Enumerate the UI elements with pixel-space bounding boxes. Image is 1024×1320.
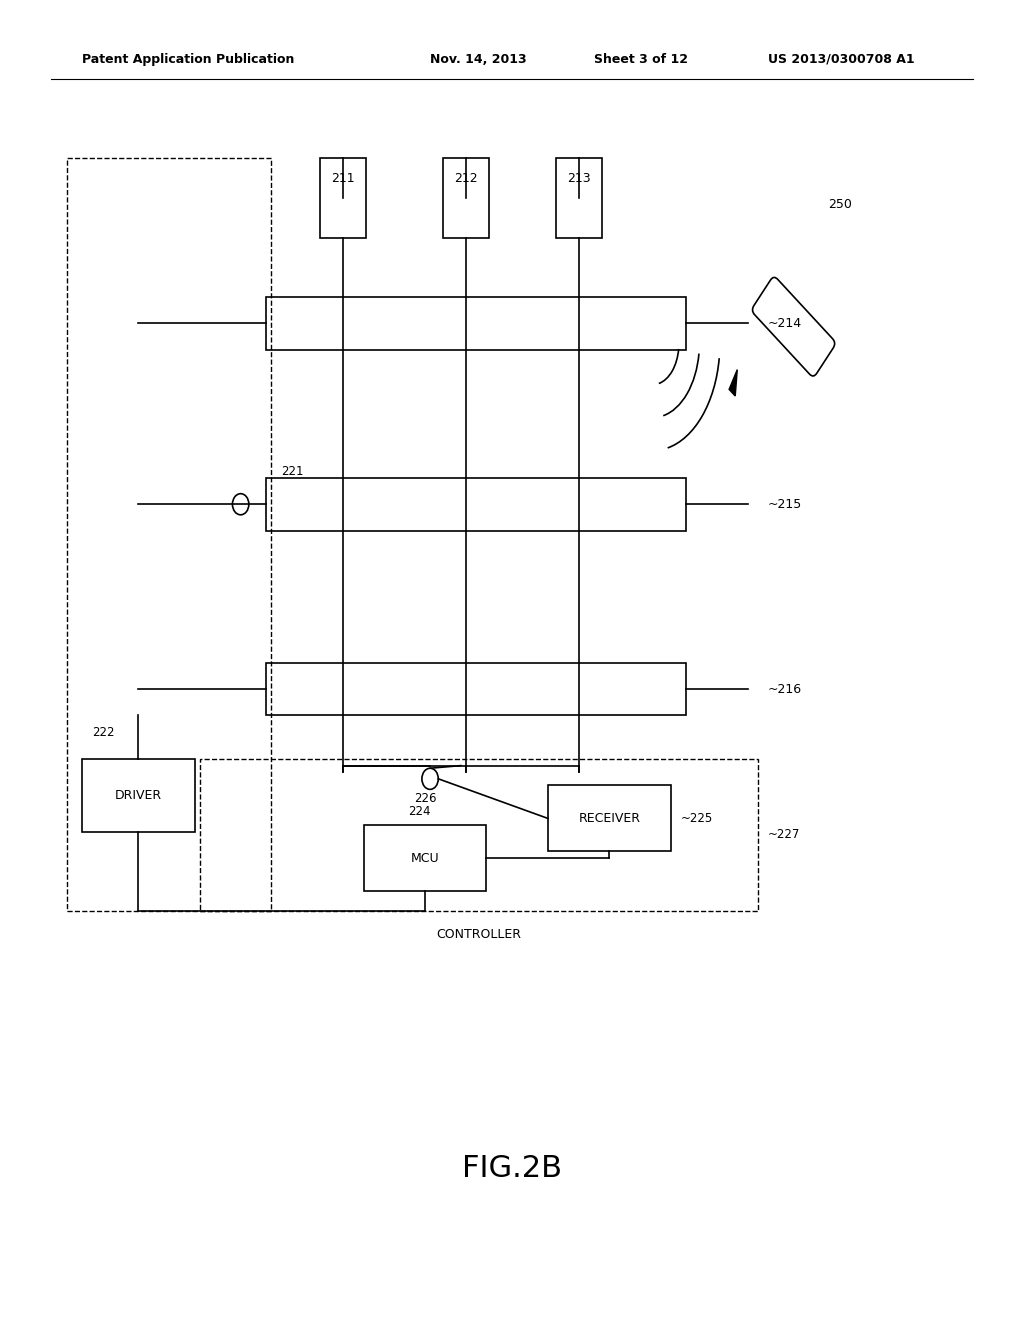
Text: 224: 224: [409, 805, 431, 818]
Text: Sheet 3 of 12: Sheet 3 of 12: [594, 53, 688, 66]
Text: Nov. 14, 2013: Nov. 14, 2013: [430, 53, 526, 66]
Text: 213: 213: [566, 172, 591, 185]
Text: MCU: MCU: [411, 851, 439, 865]
Text: US 2013/0300708 A1: US 2013/0300708 A1: [768, 53, 914, 66]
FancyBboxPatch shape: [548, 785, 671, 851]
Text: FIG.2B: FIG.2B: [462, 1154, 562, 1183]
Text: 226: 226: [414, 792, 436, 805]
FancyBboxPatch shape: [82, 759, 195, 832]
Polygon shape: [729, 370, 737, 396]
FancyBboxPatch shape: [753, 277, 835, 376]
Text: CONTROLLER: CONTROLLER: [436, 928, 521, 941]
FancyBboxPatch shape: [364, 825, 486, 891]
Text: RECEIVER: RECEIVER: [579, 812, 640, 825]
Text: ~227: ~227: [768, 829, 801, 841]
Text: ~214: ~214: [768, 317, 802, 330]
Text: 250: 250: [827, 198, 852, 211]
Text: 212: 212: [454, 172, 478, 185]
Text: ~215: ~215: [768, 498, 802, 511]
Text: 211: 211: [331, 172, 355, 185]
Text: 222: 222: [92, 726, 115, 739]
Text: 221: 221: [282, 465, 304, 478]
Text: ~225: ~225: [681, 812, 713, 825]
Text: ~216: ~216: [768, 682, 802, 696]
Text: Patent Application Publication: Patent Application Publication: [82, 53, 294, 66]
Text: DRIVER: DRIVER: [115, 789, 162, 801]
